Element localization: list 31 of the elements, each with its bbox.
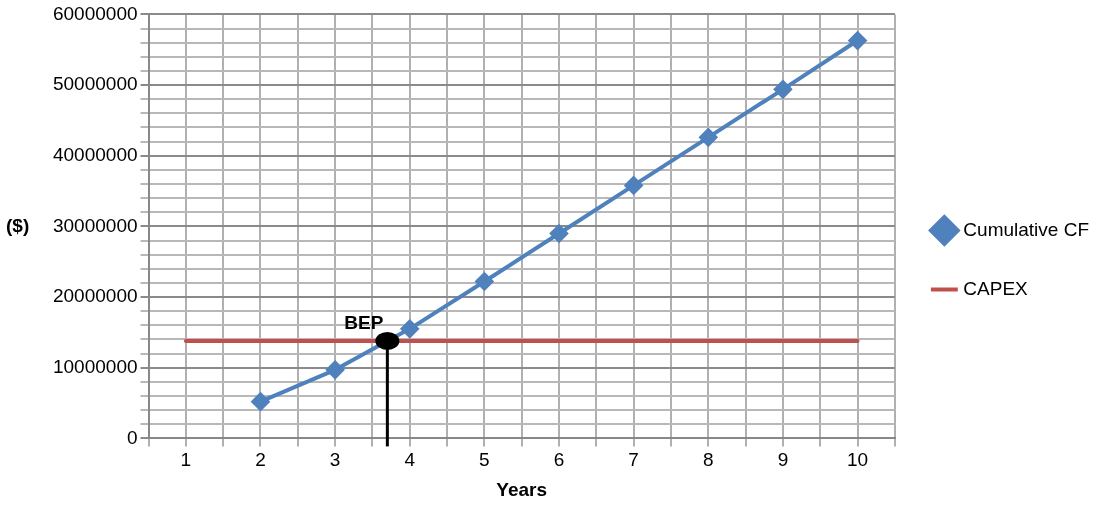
y-axis-title: ($) xyxy=(6,214,30,236)
y-tick-label: 40000000 xyxy=(52,143,138,165)
y-tick-label: 0 xyxy=(126,426,138,448)
point xyxy=(475,272,494,291)
y-tick-label: 30000000 xyxy=(52,214,138,236)
point xyxy=(400,319,419,338)
point xyxy=(848,31,867,50)
point xyxy=(699,128,718,147)
x-tick-label: 8 xyxy=(702,449,714,471)
x-tick-label: 7 xyxy=(628,449,639,471)
x-tick-label: 5 xyxy=(479,449,490,471)
y-tick-label: 10000000 xyxy=(52,355,138,377)
point xyxy=(624,176,643,195)
x-tick-label: 1 xyxy=(180,449,192,471)
x-axis-title: Years xyxy=(496,478,548,500)
point xyxy=(326,360,345,379)
point xyxy=(773,80,792,99)
x-tick-label: 6 xyxy=(553,449,565,471)
x-tick-label: 9 xyxy=(777,449,789,471)
point xyxy=(251,392,270,411)
x-tick-label: 2 xyxy=(255,449,266,471)
annotation: BEP xyxy=(344,311,384,333)
y-tick-label: 50000000 xyxy=(52,73,138,95)
point xyxy=(550,224,569,243)
y-tick-label: 20000000 xyxy=(52,285,138,307)
y-tick-label: 60000000 xyxy=(52,2,138,24)
x-tick-label: 10 xyxy=(846,449,869,471)
x-tick-label: 3 xyxy=(329,449,341,471)
x-tick-label: 4 xyxy=(404,449,416,471)
legend-label: Cumulative CF xyxy=(963,218,1090,240)
legend-label: CAPEX xyxy=(963,277,1029,299)
